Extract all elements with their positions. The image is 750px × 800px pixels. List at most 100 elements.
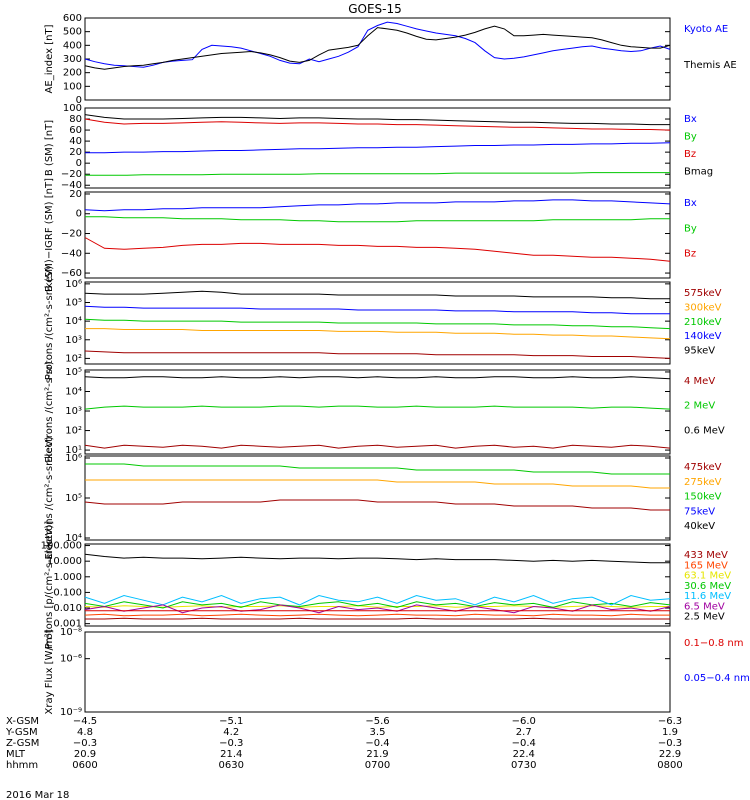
x-tick-label: 4.8 — [77, 727, 93, 738]
y-tick-label: 10⁶ — [65, 453, 82, 464]
x-tick-label: −0.3 — [219, 738, 243, 749]
series-line — [84, 114, 670, 126]
series-line — [84, 601, 671, 609]
series-line — [84, 237, 671, 262]
legend-entry: 210keV — [684, 317, 722, 328]
y-axis-label: Protons /(cm²-s-sr-keV) — [44, 266, 55, 380]
x-tick-label: 0730 — [511, 760, 536, 771]
y-tick-label: 400 — [63, 40, 82, 51]
panel-frame — [84, 281, 671, 365]
series-line — [84, 350, 671, 359]
legend-entry: 0.1−0.8 nm — [684, 638, 743, 649]
series-line — [85, 463, 670, 475]
y-tick-label: −40 — [61, 248, 82, 259]
panel-frame — [84, 543, 671, 627]
x-tick-label: −4.5 — [73, 716, 97, 727]
legend-entry: 4 MeV — [684, 376, 715, 387]
legend-entry: Kyoto AE — [684, 24, 728, 35]
x-tick-label: 20.9 — [74, 749, 96, 760]
x-tick-label: 0700 — [365, 760, 390, 771]
legend-entry: 140keV — [684, 331, 722, 342]
x-row-label: MLT — [6, 749, 26, 760]
legend-entry: 300keV — [684, 302, 722, 313]
y-tick-label: −40 — [61, 180, 82, 191]
date-label: 2016 Mar 18 — [6, 790, 69, 800]
x-tick-label: −0.3 — [73, 738, 97, 749]
panel-2: 20 0 −20 −40 −60 B (SM)−IGRF (SM) [nT] Bx By Bz — [44, 178, 697, 292]
y-tick-label: 300 — [63, 54, 82, 65]
series-line — [84, 499, 670, 511]
x-tick-label: 0630 — [219, 760, 244, 771]
x-tick-label: 4.2 — [223, 727, 239, 738]
x-tick-label: −0.4 — [512, 738, 536, 749]
panel-0: 0 100 200 300 400 500 600 AE_index [nT] Kyoto AE… — [44, 13, 737, 106]
panel-frame — [84, 631, 671, 713]
panel-5: 10⁶ 10⁵ 10⁴ Electrons /(cm²-s-sr-keV) 475keV… — [44, 436, 722, 559]
x-tick-label: 21.4 — [220, 749, 242, 760]
x-tick-label: −0.4 — [365, 738, 389, 749]
y-tick-label: 80 — [69, 114, 82, 125]
x-tick-label: 0600 — [72, 760, 97, 771]
legend-entry: Bx — [684, 114, 697, 125]
series-line — [85, 479, 670, 489]
legend-entry: 63.1 MeV — [684, 571, 731, 582]
y-tick-label: 10² — [65, 426, 82, 437]
legend-entry: 575keV — [684, 288, 722, 299]
legend-entry: 165 MeV — [684, 560, 728, 571]
legend-entry: 2.5 MeV — [684, 612, 725, 623]
legend-entry: Themis AE — [683, 60, 737, 71]
y-tick-label: 500 — [63, 27, 82, 38]
y-tick-label: 100 — [63, 103, 82, 114]
series-line — [84, 613, 670, 617]
series-line — [84, 444, 671, 449]
y-tick-label: 0.010 — [53, 603, 82, 614]
x-tick-label: −6.0 — [512, 716, 536, 727]
legend-entry: By — [684, 132, 697, 143]
series-line — [84, 118, 671, 131]
y-axis-label: Electrons /(cm²-s-sr-keV) — [44, 436, 55, 559]
panel-frame — [84, 17, 671, 101]
panel-7: 10⁻⁸ 10⁻⁶ 10⁻⁹ Xray Flux [W/m²] 0.1−0.8 nm 0.… — [44, 610, 750, 718]
series-line — [85, 172, 670, 176]
chart-title: GOES-15 — [348, 2, 402, 16]
series-line — [84, 25, 671, 70]
panel-3: 10⁶ 10⁵ 10⁴ 10³ 10² Protons /(cm²-s-sr-keV) 57… — [44, 266, 722, 380]
y-tick-label: 10⁶ — [65, 279, 82, 290]
y-tick-label: 10⁴ — [65, 316, 82, 327]
series-line — [85, 617, 670, 620]
y-tick-label: 10¹ — [65, 445, 82, 456]
panel-frame — [84, 107, 671, 189]
y-axis-label: Electrons /(cm²-s-sr) — [44, 361, 55, 463]
legend-entry: 475keV — [684, 462, 722, 473]
legend-entry: Bz — [684, 149, 696, 160]
y-tick-label: 0.100 — [53, 587, 82, 598]
y-tick-label: 10⁵ — [65, 298, 82, 309]
y-tick-label: −20 — [61, 169, 82, 180]
y-tick-label: 10⁴ — [65, 386, 82, 397]
y-tick-label: 10³ — [65, 406, 82, 417]
legend-entry: 30.6 MeV — [684, 581, 731, 592]
y-tick-label: 20 — [69, 147, 82, 158]
y-tick-label: 100.000 — [41, 541, 82, 552]
y-axis-label: B (SM)−IGRF (SM) [nT] — [44, 178, 55, 292]
series-line — [84, 605, 670, 608]
y-tick-label: 10⁻⁶ — [60, 654, 82, 665]
series-line — [84, 21, 671, 68]
y-tick-label: 20 — [69, 189, 82, 200]
x-tick-label: −6.3 — [658, 716, 682, 727]
y-axis-label: Xray Flux [W/m²] — [44, 629, 55, 714]
series-line — [84, 405, 671, 410]
y-tick-label: 10⁵ — [65, 367, 82, 378]
legend-entry: 95keV — [684, 346, 715, 357]
series-line — [84, 318, 671, 330]
legend-entry: 11.6 MeV — [684, 591, 731, 602]
series-line — [84, 553, 670, 564]
x-tick-label: 1.9 — [662, 727, 678, 738]
panel-frame — [84, 455, 671, 541]
y-tick-label: 600 — [63, 13, 82, 24]
series-line — [84, 305, 670, 315]
y-axis-label: B (SM) [nT] — [44, 120, 55, 176]
